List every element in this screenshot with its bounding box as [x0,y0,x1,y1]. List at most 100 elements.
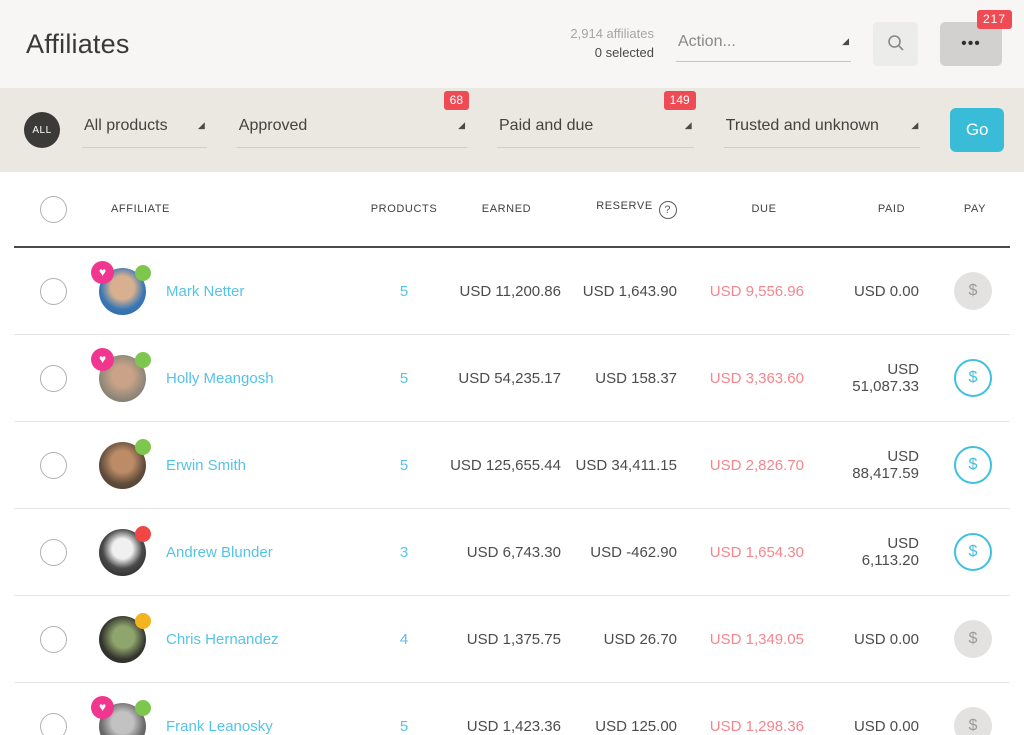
search-button[interactable] [873,22,918,66]
status-dot-green [135,264,151,281]
paid-value: USD 6,113.20 [861,535,919,569]
products-filter-label: All products [84,116,168,134]
table-row: ♥ Frank Leanosky 5 USD 1,423.36 USD 125.… [14,683,1010,735]
table-row: Chris Hernandez 4 USD 1,375.75 USD 26.70… [14,596,1010,683]
earned-value: USD 1,423.36 [466,717,561,735]
products-count-link[interactable]: 3 [399,543,409,561]
affiliate-counts: 2,914 affiliates 0 selected [570,25,654,63]
pay-button[interactable]: $ [954,533,992,571]
paid-value: USD 0.00 [853,630,919,648]
column-header-products: PRODUCTS [370,203,438,215]
heart-badge-icon: ♥ [91,695,114,719]
chevron-down-icon: ◢ [911,120,919,130]
affiliate-table: ♥ Mark Netter 5 USD 11,200.86 USD 1,643.… [0,248,1024,735]
more-actions-badge: 217 [976,10,1012,30]
row-checkbox[interactable] [40,712,67,735]
total-count-label: 2,914 affiliates [570,26,654,42]
avatar[interactable]: ♥ [91,347,151,402]
earned-value: USD 11,200.86 [459,282,561,300]
table-row: ♥ Holly Meangosh 5 USD 54,235.17 USD 158… [14,335,1010,422]
affiliate-name-link[interactable]: Holly Meangosh [166,369,274,387]
reserve-label: RESERVE [596,199,653,212]
status-dot-red [135,525,151,542]
products-count-link[interactable]: 5 [399,456,409,474]
row-checkbox[interactable] [40,277,67,305]
table-row: ♥ Mark Netter 5 USD 11,200.86 USD 1,643.… [14,248,1010,335]
pay-button[interactable]: $ [954,446,992,484]
reserve-value: USD 125.00 [595,717,677,735]
pay-button[interactable]: $ [954,272,992,310]
approval-filter-dropdown[interactable]: Approved ◢ 68 [236,90,469,148]
action-dropdown[interactable]: Action... ◢ [676,27,851,62]
heart-badge-icon: ♥ [91,260,114,284]
row-checkbox[interactable] [40,451,67,479]
reserve-value: USD 34,411.15 [575,456,677,474]
status-dot-green [135,351,151,368]
approval-filter-badge: 68 [443,90,469,110]
avatar[interactable] [99,438,151,489]
select-all-checkbox[interactable] [40,195,67,223]
page-title: Affiliates [26,28,130,59]
chevron-down-icon: ◢ [842,36,849,46]
help-icon[interactable]: ? [658,200,677,219]
due-value: USD 1,349.05 [709,630,804,648]
products-count-link[interactable]: 4 [399,630,409,648]
products-count-link[interactable]: 5 [399,282,409,300]
avatar[interactable] [99,525,151,576]
column-header-pay: PAY [963,203,987,215]
go-button[interactable]: Go [950,108,1005,152]
payment-filter-dropdown[interactable]: Paid and due ◢ 149 [497,90,696,148]
affiliate-name-link[interactable]: Andrew Blunder [166,543,273,561]
column-header-paid: PAID [877,203,906,215]
products-count-link[interactable]: 5 [399,369,409,387]
due-value: USD 1,654.30 [709,543,804,561]
column-header-affiliate: AFFILIATE [111,203,170,215]
avatar[interactable]: ♥ [91,260,151,315]
due-value: USD 9,556.96 [709,282,804,300]
due-value: USD 1,298.36 [709,717,804,735]
earned-value: USD 6,743.30 [466,543,561,561]
pay-button[interactable]: $ [954,707,992,735]
affiliate-name-link[interactable]: Mark Netter [166,282,245,300]
row-checkbox[interactable] [40,538,67,566]
payment-filter-label: Paid and due [499,116,594,134]
paid-value: USD 88,417.59 [852,448,919,482]
selected-count-label: 0 selected [594,45,654,60]
paid-value: USD 51,087.33 [852,361,919,395]
due-value: USD 2,826.70 [709,456,804,474]
chevron-down-icon: ◢ [197,120,205,130]
status-dot-yellow [135,612,151,629]
ellipsis-icon: ••• [961,35,981,52]
earned-value: USD 54,235.17 [458,369,561,387]
filter-bar: ALL All products ◢ Approved ◢ 68 Paid an… [0,88,1024,172]
due-value: USD 3,363.60 [709,369,804,387]
earned-value: USD 125,655.44 [450,456,561,474]
trust-filter-dropdown[interactable]: Trusted and unknown ◢ [723,113,921,148]
avatar[interactable] [99,612,151,663]
status-dot-green [135,699,151,716]
products-count-link[interactable]: 5 [399,717,409,735]
row-checkbox[interactable] [40,364,67,392]
products-filter-dropdown[interactable]: All products ◢ [82,113,207,148]
row-checkbox[interactable] [40,625,67,653]
affiliate-name-link[interactable]: Frank Leanosky [166,717,273,735]
chevron-down-icon: ◢ [684,120,692,130]
table-header: AFFILIATE PRODUCTS EARNED RESERVE? DUE P… [14,172,1010,248]
avatar[interactable]: ♥ [91,695,151,735]
approval-filter-label: Approved [238,116,308,134]
table-row: Andrew Blunder 3 USD 6,743.30 USD -462.9… [14,509,1010,596]
column-header-due: DUE [751,203,777,215]
pay-button[interactable]: $ [954,359,992,397]
affiliate-name-link[interactable]: Chris Hernandez [166,630,279,648]
chevron-down-icon: ◢ [458,120,465,130]
paid-value: USD 0.00 [853,717,919,735]
column-header-earned: EARNED [481,203,532,215]
all-products-icon: ALL [24,112,60,148]
payment-filter-badge: 149 [663,90,696,110]
affiliate-name-link[interactable]: Erwin Smith [166,456,247,474]
paid-value: USD 0.00 [853,282,919,300]
status-dot-green [135,438,151,455]
more-actions-button[interactable]: ••• 217 [940,10,1012,66]
pay-button[interactable]: $ [954,620,992,658]
